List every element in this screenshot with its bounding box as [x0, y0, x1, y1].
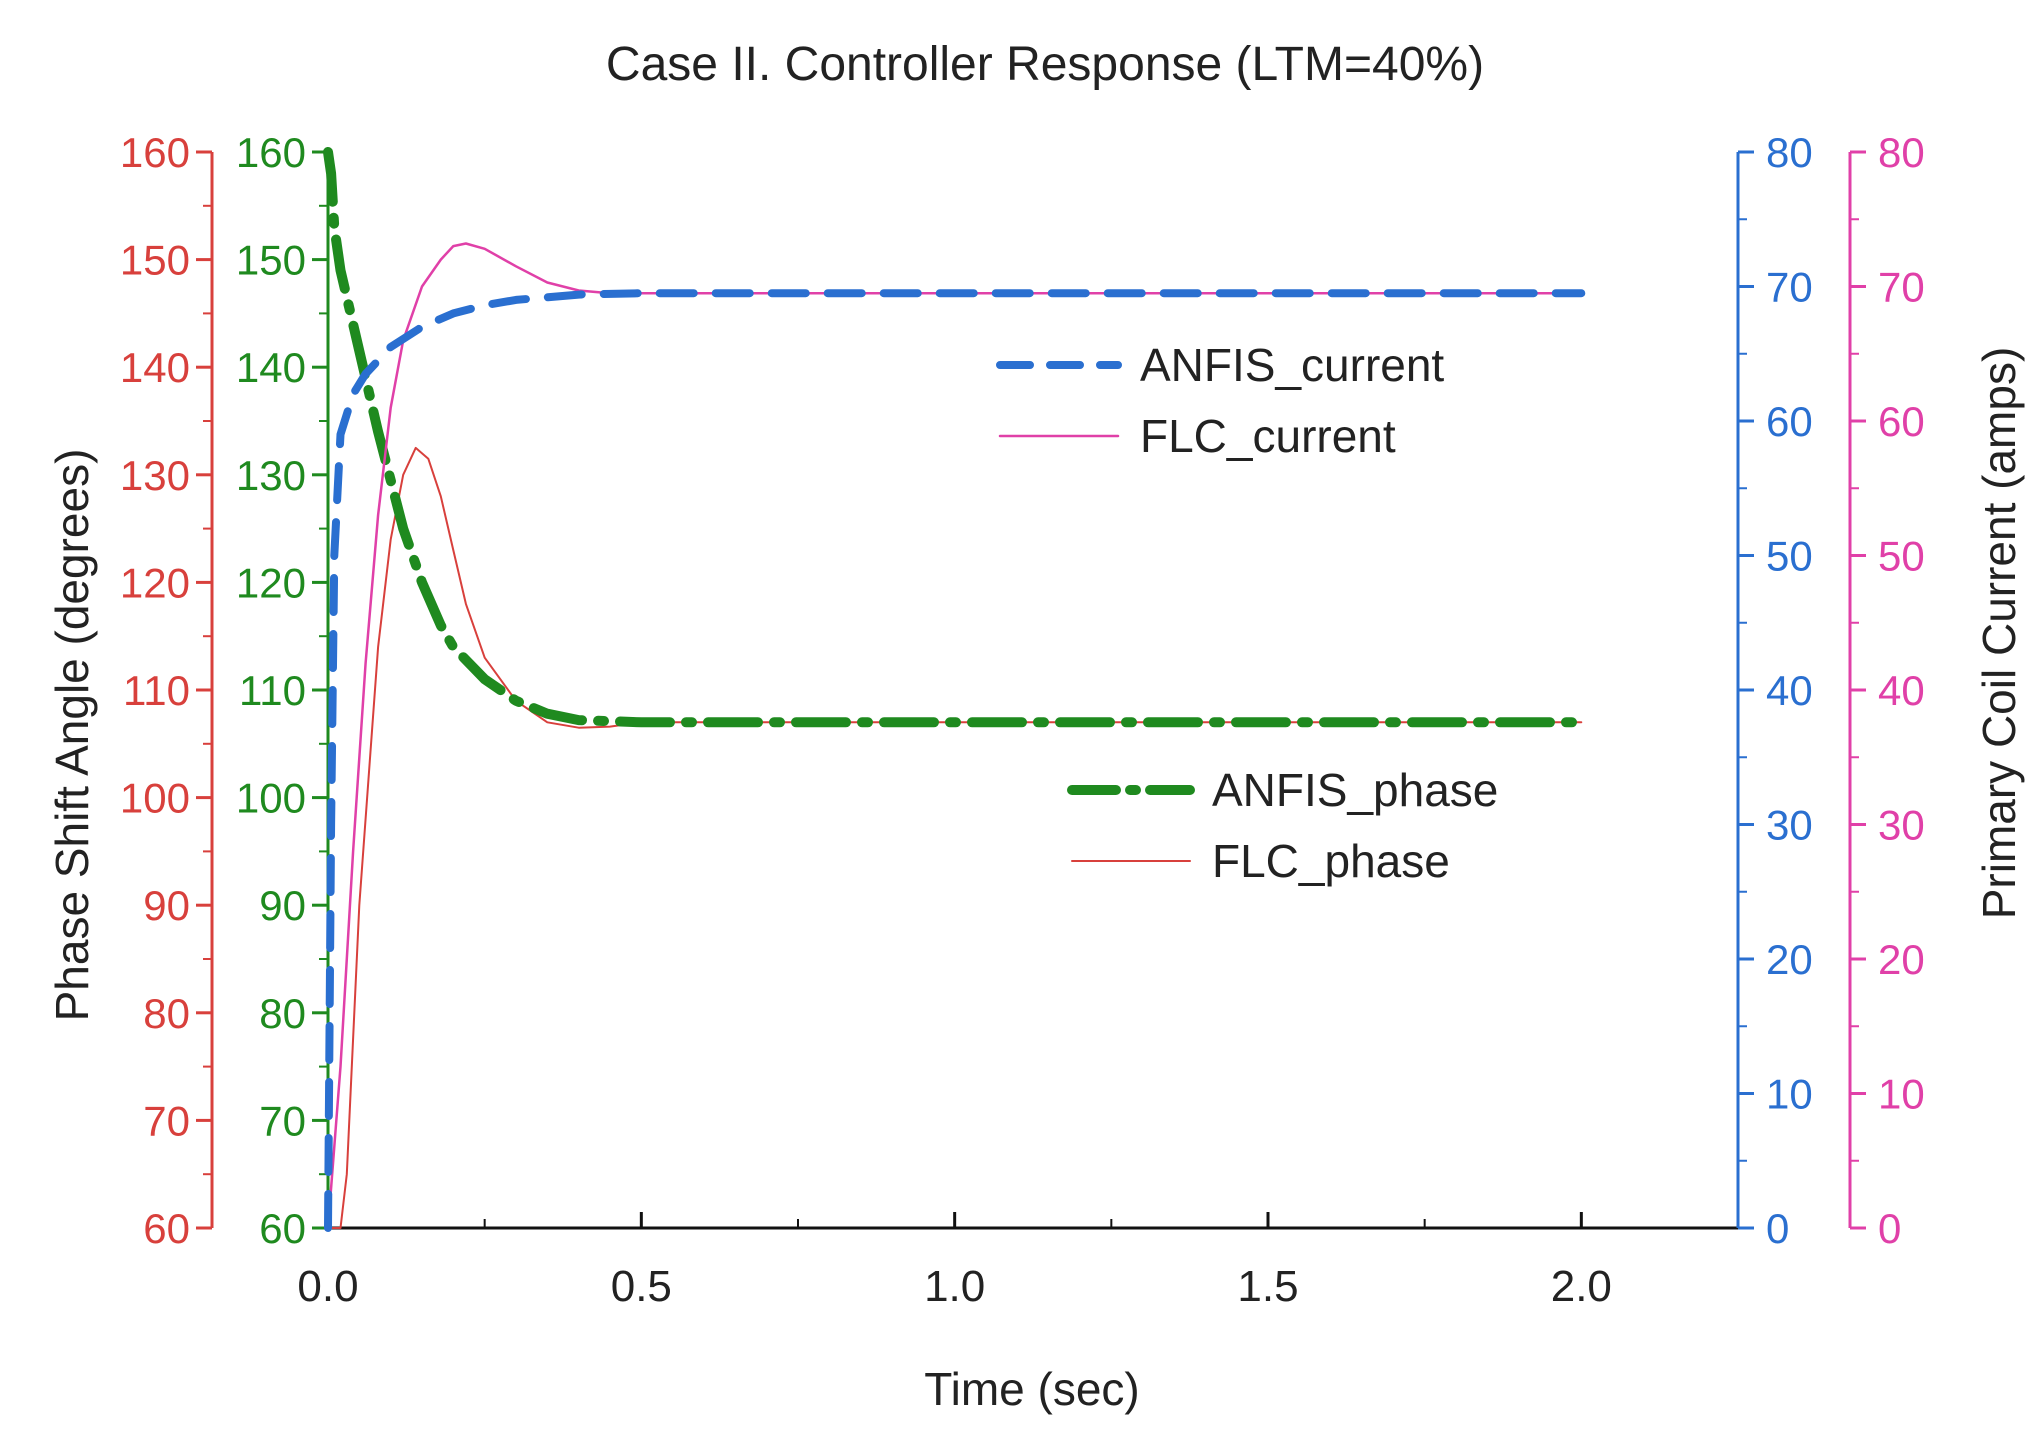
phase-inner-tick-label: 150 — [236, 237, 306, 284]
series-anfis-phase — [323, 147, 1587, 728]
phase-inner-tick-label: 110 — [239, 667, 306, 714]
phase-inner-tick-label: 130 — [236, 452, 306, 499]
current-outer-tick-label: 70 — [1878, 264, 1925, 311]
series-layer — [323, 147, 1587, 1232]
current-inner-tick-label: 30 — [1766, 802, 1813, 849]
x-tick-label: 1.5 — [1237, 1262, 1298, 1311]
current-inner-tick-label: 50 — [1766, 533, 1813, 580]
legend-label-flc-phase: FLC_phase — [1212, 835, 1450, 887]
phase-inner-tick-label: 80 — [259, 990, 306, 1037]
x-tick-label: 2.0 — [1551, 1262, 1612, 1311]
phase-outer-tick-label: 90 — [143, 882, 190, 929]
phase-outer-tick-label: 140 — [120, 344, 190, 391]
axes-layer: 0.0 0.5 1.0 1.5 2.01601501401301201101009080… — [120, 129, 1925, 1311]
phase-inner-tick-label: 70 — [259, 1097, 306, 1144]
current-outer-tick-label: 20 — [1878, 936, 1925, 983]
current-inner-tick-label: 60 — [1766, 398, 1813, 445]
phase-inner-tick-label: 90 — [259, 882, 306, 929]
phase-outer-tick-label: 130 — [120, 452, 190, 499]
legend-label-flc-current: FLC_current — [1140, 410, 1396, 462]
current-inner-tick-label: 80 — [1766, 129, 1813, 176]
legend-label-anfis-phase: ANFIS_phase — [1212, 764, 1498, 816]
phase-outer-tick-label: 80 — [143, 990, 190, 1037]
current-outer-tick-label: 80 — [1878, 129, 1925, 176]
phase-inner-tick-label: 140 — [236, 344, 306, 391]
phase-outer-tick-label: 150 — [120, 237, 190, 284]
legend: ANFIS_current FLC_current ANFIS_phase FLC_p… — [996, 339, 1498, 887]
phase-inner-tick-label: 100 — [236, 775, 306, 822]
phase-outer-tick-label: 110 — [123, 667, 190, 714]
x-tick-label: 0.5 — [611, 1262, 672, 1311]
current-inner-tick-label: 20 — [1766, 936, 1813, 983]
phase-inner-tick-label: 160 — [236, 129, 306, 176]
phase-outer-tick-label: 100 — [120, 775, 190, 822]
current-inner-tick-label: 10 — [1766, 1071, 1813, 1118]
current-inner-tick-label: 70 — [1766, 264, 1813, 311]
series-flc-current — [326, 242, 1583, 1230]
phase-inner-tick-label: 120 — [236, 559, 306, 606]
phase-outer-tick-label: 120 — [120, 559, 190, 606]
chart-title: Case II. Controller Response (LTM=40%) — [606, 38, 1484, 91]
phase-outer-tick-label: 160 — [120, 129, 190, 176]
x-axis-label: Time (sec) — [924, 1363, 1140, 1415]
current-outer-tick-label: 30 — [1878, 802, 1925, 849]
phase-outer-tick-label: 60 — [143, 1205, 190, 1252]
current-outer-tick-label: 60 — [1878, 398, 1925, 445]
series-anfis-current — [324, 289, 1586, 1232]
current-outer-tick-label: 0 — [1878, 1205, 1901, 1252]
legend-label-anfis-current: ANFIS_current — [1140, 339, 1444, 391]
current-outer-tick-label: 40 — [1878, 667, 1925, 714]
x-tick-label: 0.0 — [297, 1262, 358, 1311]
y-axis-right-label: Primary Coil Current (amps) — [1973, 347, 2025, 920]
current-outer-tick-label: 10 — [1878, 1071, 1925, 1118]
x-tick-label: 1.0 — [924, 1262, 985, 1311]
phase-outer-tick-label: 70 — [143, 1097, 190, 1144]
current-outer-tick-label: 50 — [1878, 533, 1925, 580]
current-inner-tick-label: 40 — [1766, 667, 1813, 714]
phase-inner-tick-label: 60 — [259, 1205, 306, 1252]
y-axis-left-label: Phase Shift Angle (degrees) — [46, 449, 98, 1022]
current-inner-tick-label: 0 — [1766, 1205, 1789, 1252]
